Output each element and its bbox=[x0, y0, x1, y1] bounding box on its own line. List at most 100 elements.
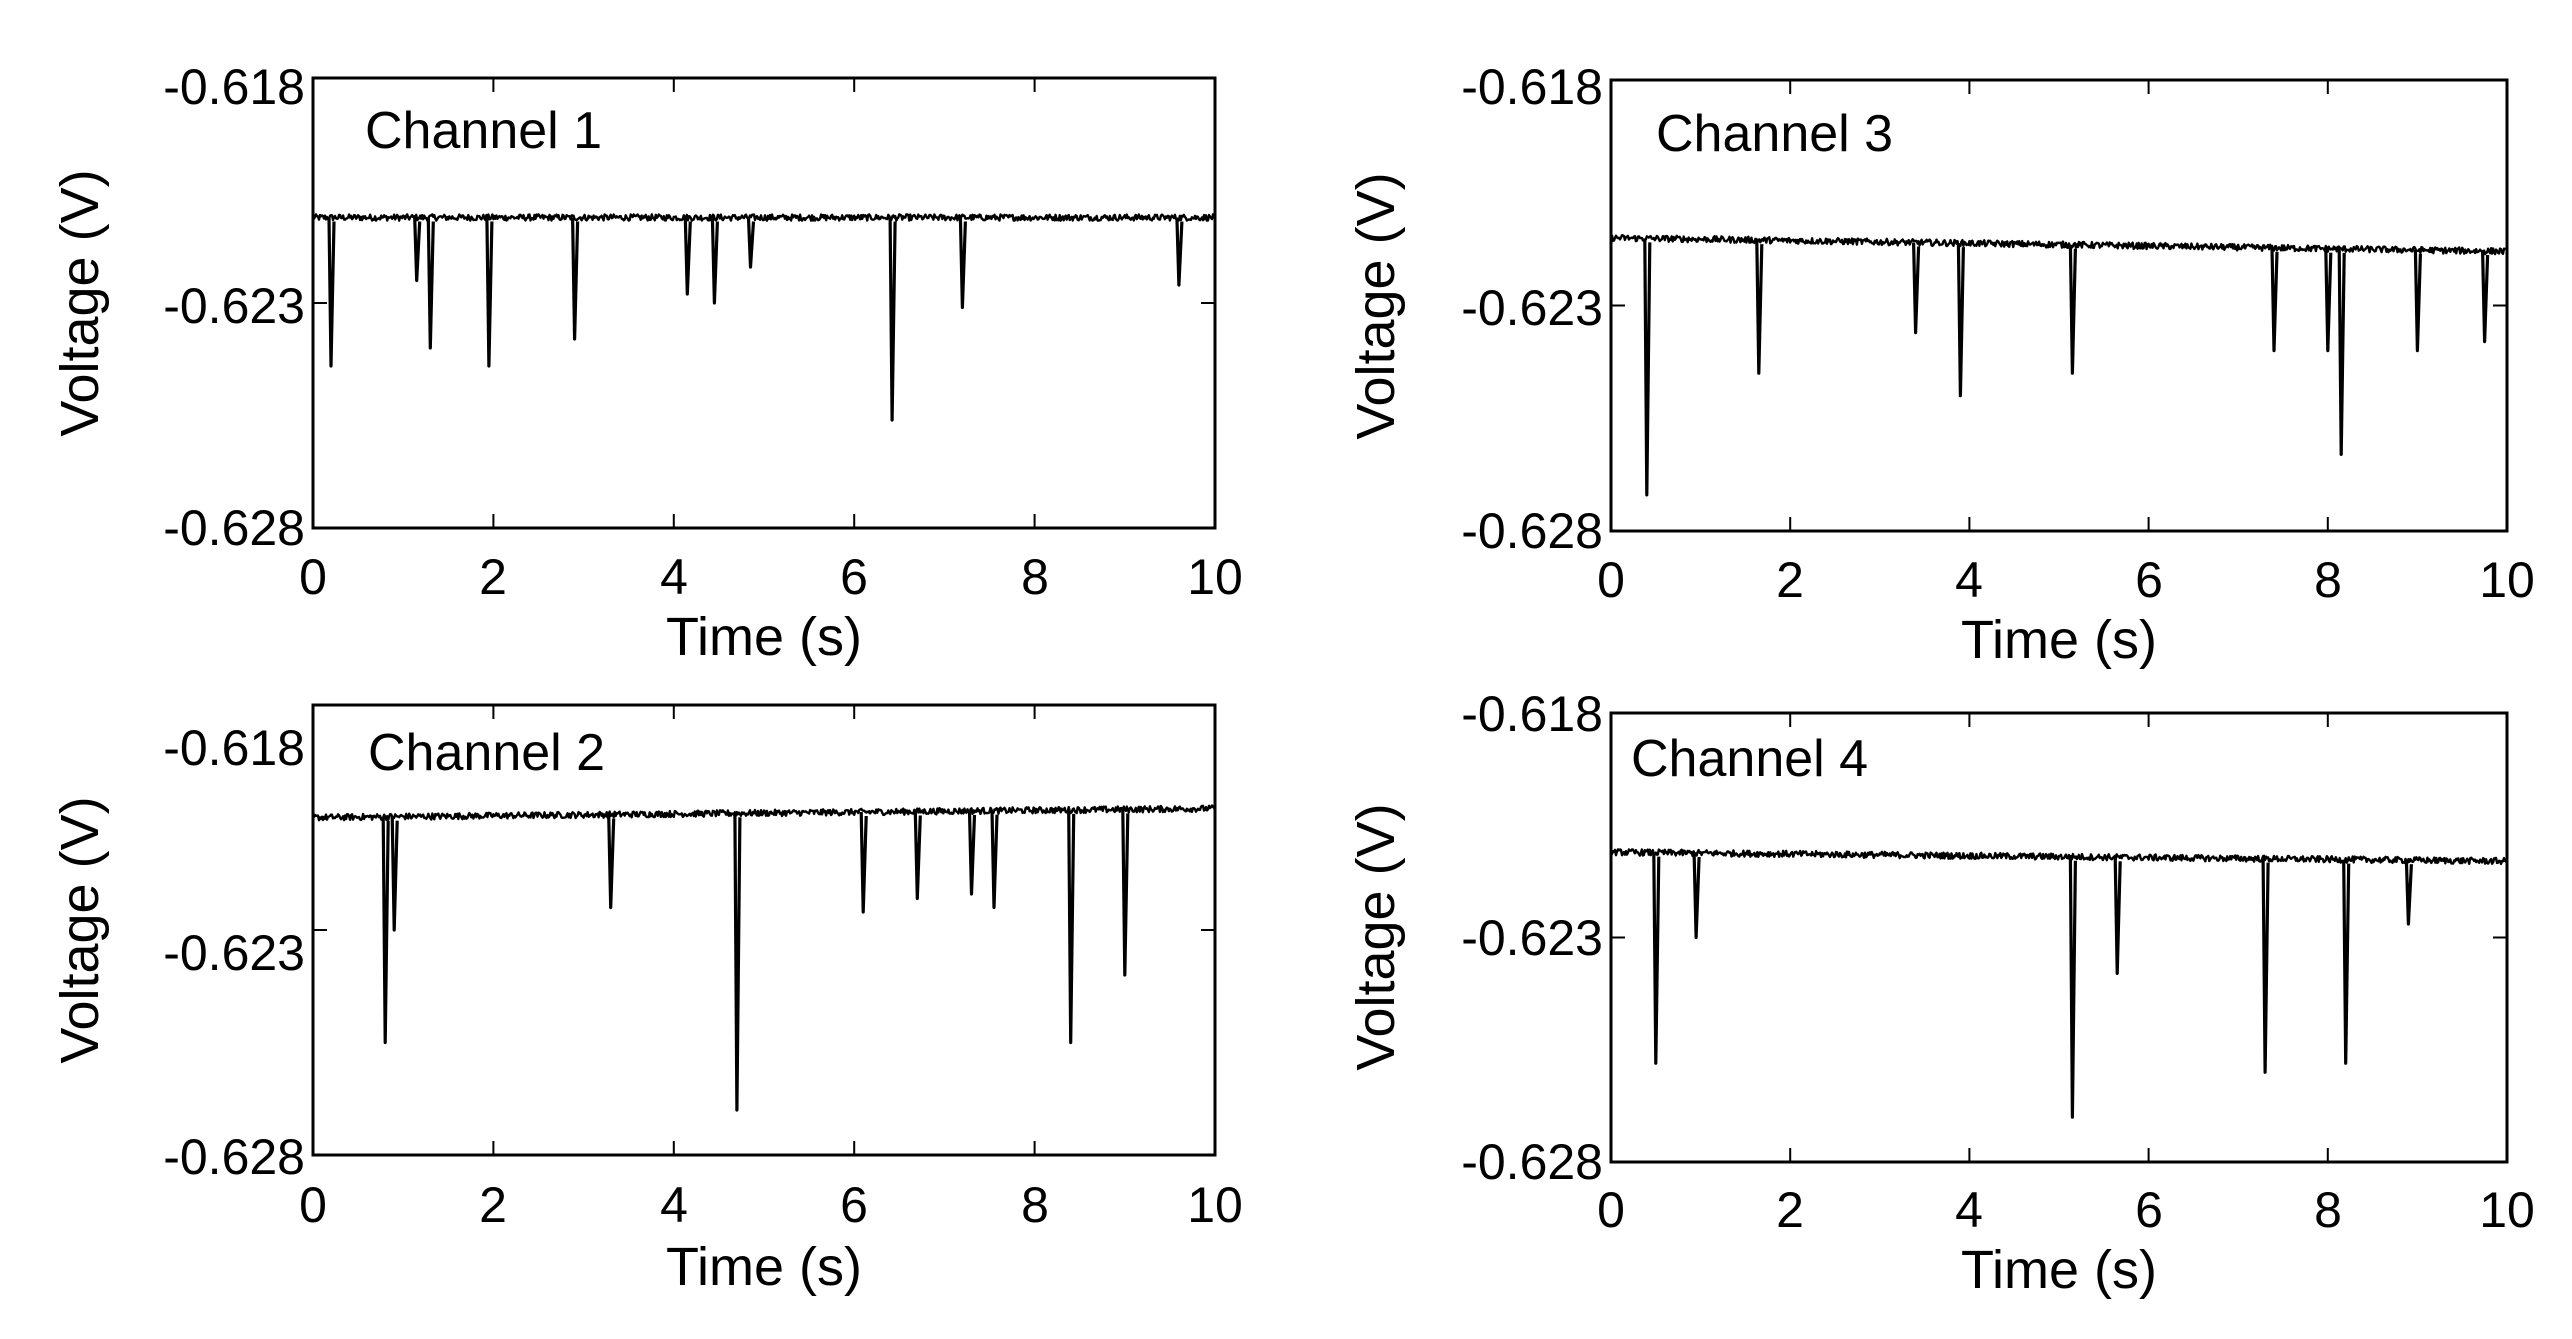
y-axis-label: Voltage (V) bbox=[50, 796, 110, 1063]
x-tick-label: 0 bbox=[299, 1177, 327, 1233]
x-tick-label: 6 bbox=[2135, 552, 2163, 608]
spike bbox=[1121, 809, 1130, 977]
x-tick-label: 6 bbox=[2135, 1182, 2163, 1238]
spike bbox=[967, 810, 977, 896]
panel-channel-3: Channel 3 -0.618 -0.623 -0.628 0 2 4 6 8… bbox=[1346, 59, 2535, 670]
spike bbox=[485, 217, 494, 368]
x-tick-label: 2 bbox=[1776, 1182, 1804, 1238]
spike bbox=[1755, 240, 1764, 375]
spike bbox=[1067, 809, 1076, 1045]
spike bbox=[2481, 250, 2490, 344]
x-tick-label: 10 bbox=[1187, 1177, 1243, 1233]
spike bbox=[381, 816, 390, 1045]
spike bbox=[1912, 242, 1921, 335]
y-axis-label: Voltage (V) bbox=[1346, 803, 1406, 1070]
x-tick-label: 10 bbox=[2479, 552, 2535, 608]
spike bbox=[2413, 249, 2422, 353]
x-tick-labels: 0 2 4 6 8 10 bbox=[299, 1177, 1243, 1233]
spike bbox=[2113, 857, 2122, 975]
x-axis-label: Time (s) bbox=[1961, 1240, 2157, 1300]
panel-title: Channel 4 bbox=[1631, 730, 1868, 788]
x-tick-label: 0 bbox=[1597, 552, 1625, 608]
x-tick-label: 6 bbox=[840, 549, 868, 605]
spike bbox=[2342, 859, 2351, 1065]
y-axis-label: Voltage (V) bbox=[1346, 172, 1406, 439]
x-tick-label: 8 bbox=[2314, 552, 2342, 608]
spike bbox=[1643, 238, 1652, 497]
x-tick-label: 2 bbox=[1776, 552, 1804, 608]
spike bbox=[888, 217, 897, 422]
x-tick-label: 6 bbox=[840, 1177, 868, 1233]
y-tick-label: -0.623 bbox=[163, 925, 305, 981]
spike bbox=[2261, 858, 2270, 1074]
x-axis-label: Time (s) bbox=[666, 607, 862, 667]
x-tick-label: 0 bbox=[1597, 1182, 1625, 1238]
panel-channel-1: Channel 1 -0.618 -0.623 -0.628 0 2 4 6 8… bbox=[50, 59, 1243, 667]
y-tick-labels: -0.618 -0.623 -0.628 bbox=[1461, 59, 1603, 559]
spike bbox=[746, 217, 756, 269]
baseline-trace bbox=[311, 213, 1216, 222]
x-tick-label: 4 bbox=[1955, 552, 1983, 608]
panel-title: Channel 1 bbox=[365, 102, 602, 160]
spike bbox=[1956, 243, 1965, 398]
x-tick-label: 2 bbox=[479, 1177, 507, 1233]
panel-title: Channel 3 bbox=[1656, 105, 1893, 163]
baseline-trace bbox=[311, 804, 1217, 822]
spike bbox=[1692, 852, 1701, 940]
y-tick-label: -0.628 bbox=[1461, 1134, 1603, 1190]
y-tick-labels: -0.618 -0.623 -0.628 bbox=[1461, 686, 1603, 1190]
x-tick-labels: 0 2 4 6 8 10 bbox=[1597, 1182, 2535, 1238]
x-axis-label: Time (s) bbox=[1961, 610, 2157, 670]
x-tick-label: 4 bbox=[660, 549, 688, 605]
y-tick-label: -0.623 bbox=[1461, 910, 1603, 966]
x-tick-labels: 0 2 4 6 8 10 bbox=[1597, 552, 2535, 608]
x-tick-label: 0 bbox=[299, 549, 327, 605]
spike bbox=[990, 810, 999, 910]
y-tick-label: -0.628 bbox=[163, 1129, 305, 1185]
x-tick-labels: 0 2 4 6 8 10 bbox=[299, 549, 1243, 605]
baseline-trace bbox=[1610, 234, 2508, 256]
spike bbox=[683, 217, 692, 296]
y-tick-label: -0.628 bbox=[1461, 503, 1603, 559]
x-tick-label: 8 bbox=[1021, 1177, 1049, 1233]
y-tick-label: -0.618 bbox=[1461, 686, 1603, 742]
y-tick-label: -0.623 bbox=[163, 278, 305, 334]
spike bbox=[571, 217, 580, 341]
x-tick-label: 4 bbox=[660, 1177, 688, 1233]
spike bbox=[2068, 856, 2077, 1119]
y-axis-label: Voltage (V) bbox=[50, 169, 110, 436]
spike bbox=[859, 811, 868, 914]
x-tick-label: 10 bbox=[2479, 1182, 2535, 1238]
y-tick-label: -0.628 bbox=[163, 500, 305, 556]
baseline-trace bbox=[1610, 848, 2508, 866]
panel-channel-2: Channel 2 -0.618 -0.623 -0.628 0 2 4 6 8… bbox=[50, 703, 1243, 1297]
spike bbox=[2337, 248, 2346, 456]
spike bbox=[327, 217, 336, 368]
y-tick-labels: -0.618 -0.623 -0.628 bbox=[163, 720, 305, 1185]
spike bbox=[1652, 852, 1661, 1065]
x-tick-label: 2 bbox=[479, 549, 507, 605]
y-tick-label: -0.618 bbox=[1461, 59, 1603, 115]
spike bbox=[2404, 860, 2413, 926]
spike bbox=[1175, 217, 1184, 287]
spike bbox=[390, 816, 399, 932]
spike bbox=[710, 217, 719, 305]
panel-channel-4: Channel 4 -0.618 -0.623 -0.628 0 2 4 6 8… bbox=[1346, 686, 2535, 1300]
spike bbox=[2324, 248, 2333, 353]
y-tick-label: -0.618 bbox=[163, 720, 305, 776]
y-tick-label: -0.623 bbox=[1461, 280, 1603, 336]
panel-title: Channel 2 bbox=[368, 724, 605, 782]
spike bbox=[426, 217, 435, 350]
y-tick-label: -0.618 bbox=[163, 59, 305, 115]
spike bbox=[733, 813, 742, 1112]
y-tick-labels: -0.618 -0.623 -0.628 bbox=[163, 59, 305, 556]
x-tick-label: 4 bbox=[1955, 1182, 1983, 1238]
x-tick-label: 8 bbox=[2314, 1182, 2342, 1238]
spike bbox=[2270, 247, 2279, 353]
x-axis-label: Time (s) bbox=[666, 1237, 862, 1297]
x-tick-label: 8 bbox=[1021, 549, 1049, 605]
spike bbox=[958, 217, 967, 310]
spike bbox=[413, 217, 422, 283]
spike bbox=[2068, 244, 2077, 375]
